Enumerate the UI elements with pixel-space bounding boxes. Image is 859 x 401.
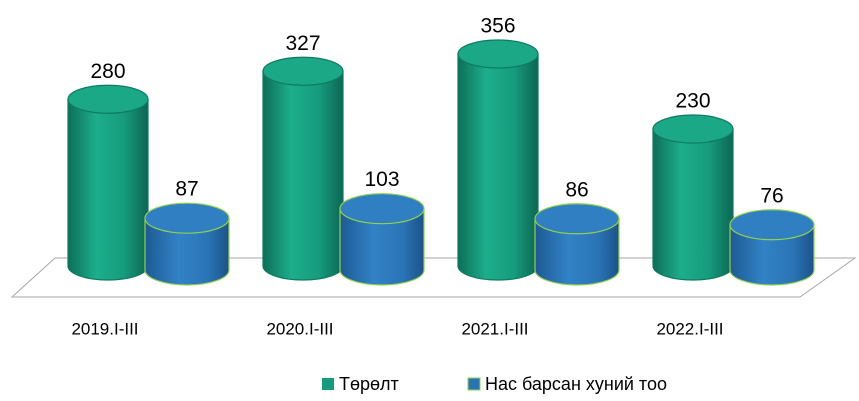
data-label: 76 <box>760 184 783 207</box>
legend-label: Төрөлт <box>339 374 399 394</box>
legend-label: Нас барсан хуний тоо <box>485 374 667 394</box>
bar <box>262 56 344 281</box>
bar-body <box>339 208 425 286</box>
bar-top <box>339 193 425 225</box>
bar-body <box>262 70 344 281</box>
bar <box>729 209 815 286</box>
bar-top <box>262 56 344 86</box>
bar-top <box>652 114 734 144</box>
x-tick-label: 2020.I-III <box>266 319 333 338</box>
bar <box>144 202 230 286</box>
bar-top <box>67 84 149 114</box>
data-label: 86 <box>565 178 588 201</box>
bar-body <box>534 218 620 286</box>
x-tick-label: 2022.I-III <box>656 319 723 338</box>
data-label: 280 <box>90 60 125 83</box>
bar-top <box>144 202 230 234</box>
bar-body <box>457 53 539 281</box>
legend-swatch <box>467 377 481 391</box>
bar-top <box>534 203 620 235</box>
data-label: 356 <box>480 15 515 38</box>
bar-body <box>729 224 815 286</box>
bar-body <box>67 98 149 281</box>
data-label: 327 <box>285 32 320 55</box>
bar-top <box>729 209 815 241</box>
bar-body <box>144 217 230 286</box>
x-tick-label: 2021.I-III <box>461 319 528 338</box>
bar <box>339 193 425 286</box>
bar <box>67 84 149 281</box>
legend-swatch <box>322 378 334 390</box>
data-label: 87 <box>175 178 198 201</box>
bar-body <box>652 128 734 281</box>
x-tick-label: 2019.I-III <box>71 319 138 338</box>
bar <box>652 114 734 281</box>
bar <box>534 203 620 286</box>
bar-top <box>457 39 539 69</box>
data-label: 230 <box>675 90 710 113</box>
bar <box>457 39 539 281</box>
data-label: 103 <box>364 168 399 191</box>
